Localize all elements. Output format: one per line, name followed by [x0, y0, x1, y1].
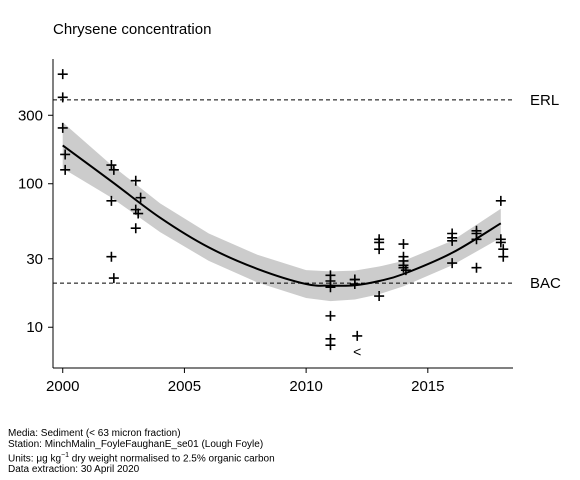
data-point	[130, 223, 141, 234]
data-point	[106, 251, 117, 262]
footer-units-exponent: −1	[61, 452, 69, 459]
data-point	[447, 258, 458, 269]
data-point	[60, 149, 71, 160]
data-point	[325, 310, 336, 321]
y-tick-label: 10	[26, 319, 43, 336]
data-point	[60, 164, 71, 175]
confidence-band	[62, 122, 501, 302]
trend-line	[62, 144, 502, 287]
data-point	[398, 262, 409, 273]
x-tick-label: 2005	[168, 378, 201, 395]
data-point	[108, 273, 119, 284]
footer-units-suffix: dry weight normalised to 2.5% organic ca…	[69, 453, 275, 465]
data-point	[57, 92, 68, 103]
data-point	[400, 265, 411, 276]
chart-title: Chrysene concentration	[53, 21, 211, 38]
data-point	[495, 195, 506, 206]
reference-label-erl: ERL	[530, 92, 559, 109]
footer-media: Media: Sediment (< 63 micron fraction)	[8, 428, 181, 439]
footer-units: Units: μg kg−1 dry weight normalised to …	[8, 450, 275, 464]
data-point	[106, 160, 117, 171]
data-point	[325, 282, 336, 293]
data-point	[374, 244, 385, 255]
x-tick-label: 2010	[289, 378, 322, 395]
y-tick-label: 30	[26, 251, 43, 268]
data-point	[325, 333, 336, 344]
data-point	[349, 279, 360, 290]
data-point	[447, 235, 458, 246]
data-point	[498, 251, 509, 262]
data-point	[106, 195, 117, 206]
reference-label-bac: BAC	[530, 275, 561, 292]
chart-footer: Media: Sediment (< 63 micron fraction) S…	[8, 428, 275, 475]
y-tick-label: 100	[18, 176, 43, 193]
data-point	[495, 237, 506, 248]
footer-extraction: Data extraction: 30 April 2020	[8, 464, 140, 476]
data-point	[471, 234, 482, 245]
data-point	[374, 291, 385, 302]
data-point	[471, 262, 482, 273]
data-point	[108, 164, 119, 175]
x-tick-label: 2000	[46, 378, 79, 395]
data-point	[352, 330, 363, 341]
data-point	[57, 122, 68, 133]
data-point	[57, 69, 68, 80]
plot-area: ERL BAC <2000 2005 2010 2015 10 30 100 300	[18, 59, 561, 395]
data-point	[135, 192, 146, 203]
data-point	[130, 175, 141, 186]
data-point	[398, 239, 409, 250]
x-tick-label: 2015	[411, 378, 444, 395]
censored-point: <	[353, 343, 361, 359]
data-point	[133, 208, 144, 219]
y-tick-label: 300	[18, 107, 43, 124]
footer-units-prefix: Units: μg kg	[8, 453, 62, 465]
footer-station: Station: MinchMalin_FoyleFaughanE_se01 (…	[8, 439, 264, 450]
